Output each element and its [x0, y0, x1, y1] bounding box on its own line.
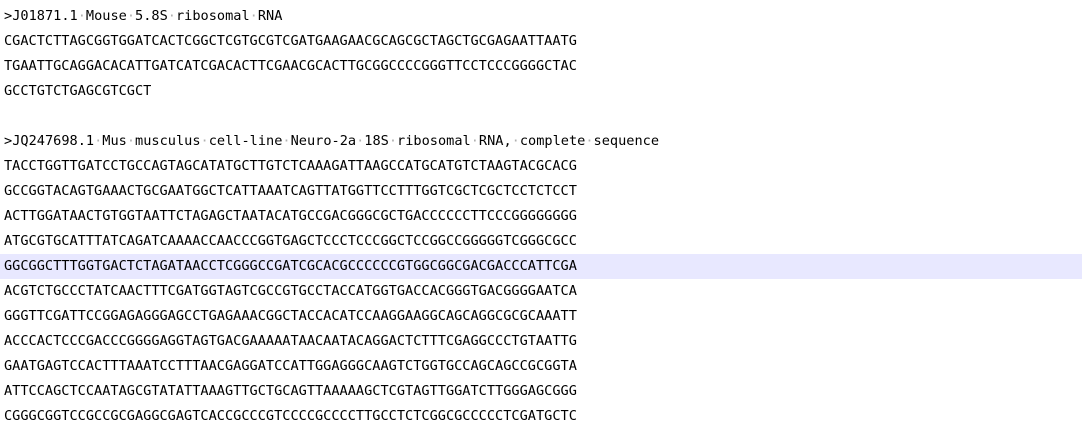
whitespace-marker: · [585, 133, 594, 149]
whitespace-marker: · [356, 133, 365, 149]
sequence-line-6[interactable]: ACTTGGATAACTGTGGTAATTCTAGAGCTAATACATGCCG… [4, 208, 577, 224]
sequence-line-11[interactable]: ACCCACTCCCGACCCGGGGAGGTAGTGACGAAAAATAACA… [4, 333, 577, 349]
sequence-line-13[interactable]: ATTCCAGCTCCAATAGCGTATATTAAAGTTGCTGCAGTTA… [4, 383, 577, 399]
current-line[interactable]: GGCGGCTTTGGTGACTCTAGATAACCTCGGGCCGATCGCA… [0, 254, 1082, 279]
whitespace-marker: · [249, 8, 258, 24]
sequence-line-9[interactable]: ACGTCTGCCCTATCAACTTTCGATGGTAGTCGCCGTGCCT… [4, 283, 577, 299]
sequence-line-4[interactable]: TACCTGGTTGATCCTGCCAGTAGCATATGCTTGTCTCAAA… [4, 158, 577, 174]
sequence-line-10[interactable]: GGGTTCGATTCCGGAGAGGGAGCCTGAGAAACGGCTACCA… [4, 308, 577, 324]
whitespace-marker: · [94, 133, 103, 149]
blank-line[interactable] [0, 104, 1082, 129]
whitespace-marker: · [167, 8, 176, 24]
whitespace-marker: · [77, 8, 86, 24]
sequence-line-7[interactable]: ATGCGTGCATTTATCAGATCAAAACCAACCCGGTGAGCTC… [4, 233, 577, 249]
sequence-line-2[interactable]: TGAATTGCAGGACACATTGATCATCGACACTTCGAACGCA… [4, 58, 577, 74]
sequence-line-3[interactable]: GCCTGTCTGAGCGTCGCT [4, 83, 152, 99]
header-line-1[interactable]: >J01871.1·Mouse·5.8S·ribosomal·RNA [4, 8, 283, 24]
whitespace-marker: · [388, 133, 397, 149]
whitespace-marker: · [126, 8, 135, 24]
header-line-2[interactable]: >JQ247698.1·Mus·musculus·cell-line·Neuro… [4, 133, 659, 149]
whitespace-marker: · [126, 133, 135, 149]
sequence-line-14[interactable]: CGGGCGGTCCGCCGCGAGGCGAGTCACCGCCCGTCCCCGC… [4, 408, 577, 424]
whitespace-marker: · [200, 133, 209, 149]
whitespace-marker: · [470, 133, 479, 149]
sequence-line-5[interactable]: GCCGGTACAGTGAAACTGCGAATGGCTCATTAAATCAGTT… [4, 183, 577, 199]
whitespace-marker: · [282, 133, 291, 149]
whitespace-marker: · [511, 133, 520, 149]
sequence-line-12[interactable]: GAATGAGTCCACTTTAAATCCTTTAACGAGGATCCATTGG… [4, 358, 577, 374]
sequence-line-1[interactable]: CGACTCTTAGCGGTGGATCACTCGGCTCGTGCGTCGATGA… [4, 33, 577, 49]
